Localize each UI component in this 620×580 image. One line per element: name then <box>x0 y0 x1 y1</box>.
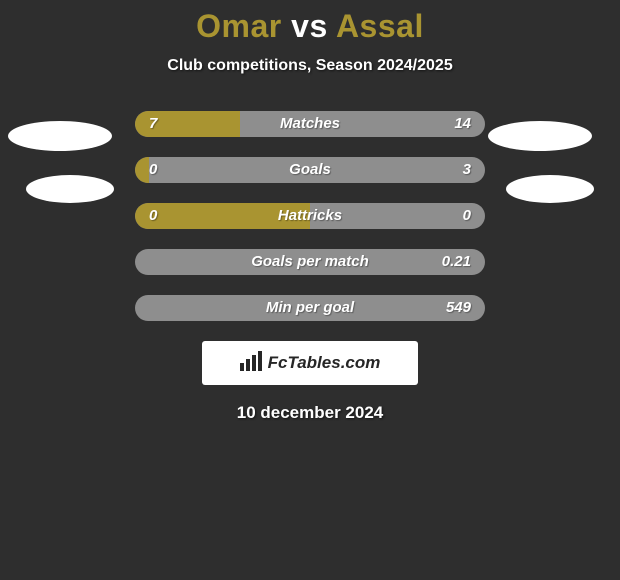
subtitle: Club competitions, Season 2024/2025 <box>0 57 620 75</box>
badge-text: FcTables.com <box>268 353 381 373</box>
chart-icon <box>240 351 262 376</box>
bar-row: 7Matches14 <box>135 111 485 137</box>
bar-label: Hattricks <box>135 203 485 229</box>
bar-row: Goals per match0.21 <box>135 249 485 275</box>
bar-value-right: 3 <box>463 157 471 183</box>
bar-row: 0Hattricks0 <box>135 203 485 229</box>
decor-ellipse-top-right <box>488 121 592 151</box>
title-player-b: Assal <box>336 8 424 44</box>
page-root: Omar vs Assal Club competitions, Season … <box>0 0 620 580</box>
title-player-a: Omar <box>196 8 282 44</box>
bar-label: Goals per match <box>135 249 485 275</box>
decor-ellipse-mid-left <box>26 175 114 203</box>
bar-value-right: 0 <box>463 203 471 229</box>
bar-label: Matches <box>135 111 485 137</box>
bar-value-right: 549 <box>446 295 471 321</box>
comparison-chart: 7Matches140Goals30Hattricks0Goals per ma… <box>135 111 485 321</box>
fctables-badge[interactable]: FcTables.com <box>202 341 418 385</box>
bar-row: 0Goals3 <box>135 157 485 183</box>
date-label: 10 december 2024 <box>0 403 620 423</box>
decor-ellipse-top-left <box>8 121 112 151</box>
bar-row: Min per goal549 <box>135 295 485 321</box>
bar-label: Min per goal <box>135 295 485 321</box>
bar-value-right: 14 <box>454 111 471 137</box>
bar-value-right: 0.21 <box>442 249 471 275</box>
bar-label: Goals <box>135 157 485 183</box>
decor-ellipse-mid-right <box>506 175 594 203</box>
title-vs: vs <box>291 8 328 44</box>
page-title: Omar vs Assal <box>0 0 620 45</box>
